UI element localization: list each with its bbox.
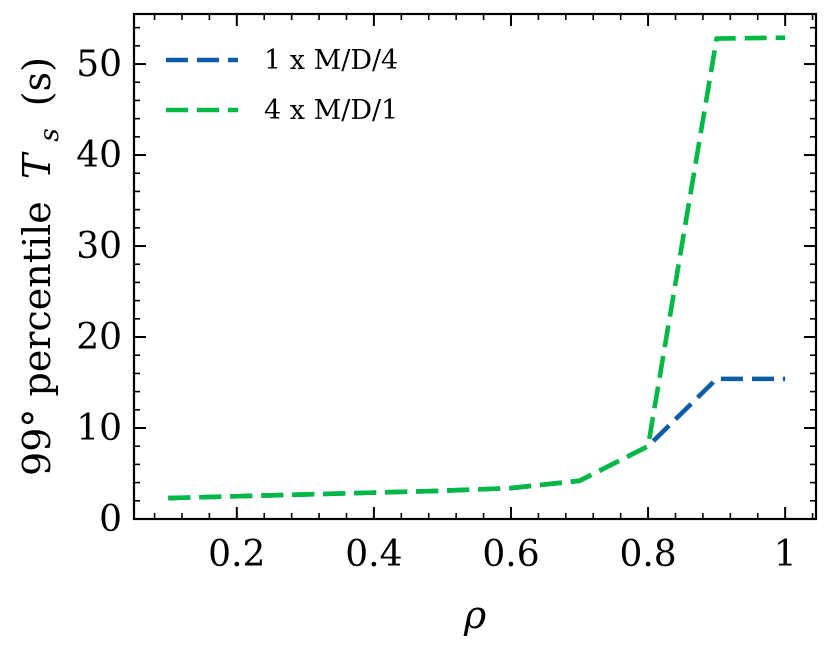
y-tick-label: 0 [99, 499, 122, 540]
y-tick-label: 20 [76, 317, 122, 358]
legend-label: 4 x M/D/1 [264, 95, 398, 126]
x-tick-label: 0.4 [345, 534, 402, 575]
x-tick-label: 0.6 [482, 534, 539, 575]
legend-label: 1 x M/D/4 [264, 45, 398, 76]
series-line-1 [168, 376, 786, 501]
series-layer [168, 35, 786, 501]
y-tick-label: 50 [76, 44, 122, 85]
y-tick-label: 30 [76, 226, 122, 267]
y-tick-label: 10 [76, 408, 122, 449]
x-tick-label: 0.8 [619, 534, 676, 575]
x-tick-label: 0.2 [208, 534, 265, 575]
x-axis-label: ρ [463, 593, 487, 637]
y-axis-label-suffix: (s) [15, 57, 59, 106]
y-axis-label-var: T [15, 151, 59, 179]
y-tick-label: 40 [76, 135, 122, 176]
x-tick-label: 1 [774, 534, 797, 575]
y-axis-label-prefix: 99° percentile [15, 201, 59, 476]
plot-frame [132, 12, 818, 521]
y-axis-label-sub: s [35, 128, 65, 141]
series-line-2 [168, 35, 786, 501]
y-axis-label: 99° percentile T s (s) [15, 57, 67, 476]
legend: 1 x M/D/4 4 x M/D/1 [166, 45, 398, 126]
